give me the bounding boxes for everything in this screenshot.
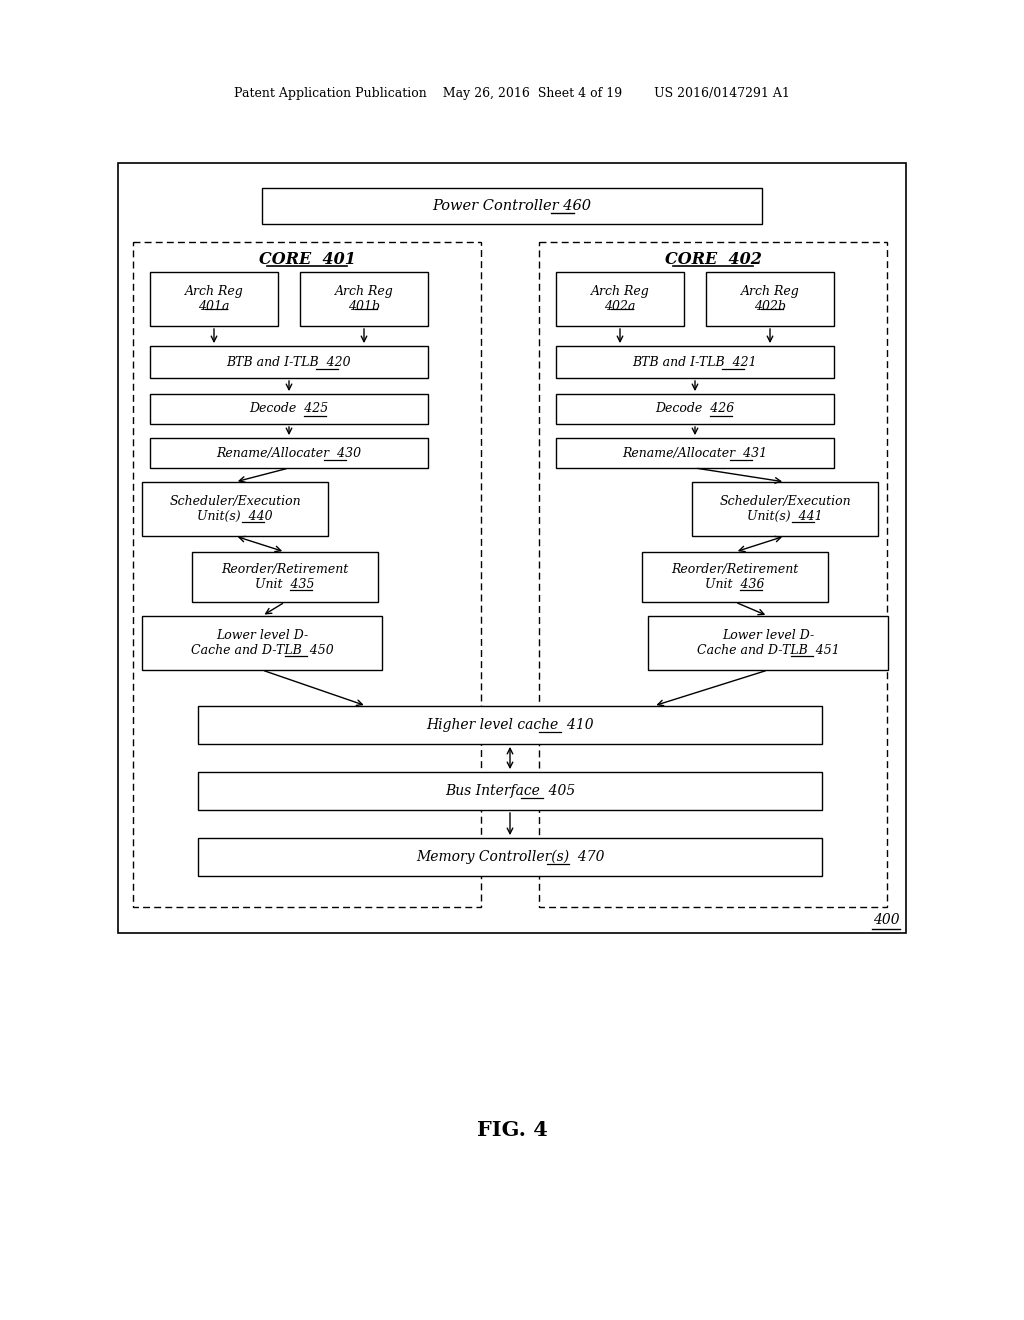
Bar — [198, 706, 822, 744]
Text: Arch Reg
402b: Arch Reg 402b — [740, 285, 800, 313]
Bar — [142, 616, 382, 671]
Text: Reorder/Retirement
Unit  435: Reorder/Retirement Unit 435 — [221, 564, 348, 591]
Text: Decode  426: Decode 426 — [655, 403, 734, 416]
Bar — [198, 838, 822, 876]
Text: CORE  402: CORE 402 — [665, 251, 762, 268]
Text: 400: 400 — [873, 913, 900, 927]
Text: Arch Reg
401a: Arch Reg 401a — [184, 285, 244, 313]
Bar — [648, 616, 888, 671]
Text: CORE  401: CORE 401 — [259, 251, 355, 268]
Bar — [150, 438, 428, 469]
Text: Lower level D-
Cache and D-TLB  451: Lower level D- Cache and D-TLB 451 — [696, 630, 840, 657]
Bar — [556, 346, 834, 378]
Bar — [193, 552, 378, 602]
Text: BTB and I-TLB  421: BTB and I-TLB 421 — [633, 355, 758, 368]
Text: BTB and I-TLB  420: BTB and I-TLB 420 — [226, 355, 351, 368]
Bar — [556, 393, 834, 424]
Bar — [300, 272, 428, 326]
Bar — [706, 272, 834, 326]
Text: Lower level D-
Cache and D-TLB  450: Lower level D- Cache and D-TLB 450 — [190, 630, 334, 657]
Text: Memory Controller(s)  470: Memory Controller(s) 470 — [416, 850, 604, 865]
Text: Scheduler/Execution
Unit(s)  441: Scheduler/Execution Unit(s) 441 — [719, 495, 851, 523]
Text: Bus Interface  405: Bus Interface 405 — [444, 784, 575, 799]
Bar — [556, 272, 684, 326]
Text: Scheduler/Execution
Unit(s)  440: Scheduler/Execution Unit(s) 440 — [169, 495, 301, 523]
Text: Rename/Allocater  431: Rename/Allocater 431 — [623, 446, 768, 459]
Text: Reorder/Retirement
Unit  436: Reorder/Retirement Unit 436 — [672, 564, 799, 591]
Bar — [118, 162, 906, 933]
Bar — [692, 482, 878, 536]
Bar — [539, 242, 887, 907]
Text: FIG. 4: FIG. 4 — [476, 1119, 548, 1140]
Bar — [150, 346, 428, 378]
Text: Rename/Allocater  430: Rename/Allocater 430 — [216, 446, 361, 459]
Text: Higher level cache  410: Higher level cache 410 — [426, 718, 594, 733]
Bar — [142, 482, 328, 536]
Text: Arch Reg
401b: Arch Reg 401b — [335, 285, 393, 313]
Bar — [150, 393, 428, 424]
Text: Patent Application Publication    May 26, 2016  Sheet 4 of 19        US 2016/014: Patent Application Publication May 26, 2… — [234, 87, 790, 99]
Bar — [262, 187, 762, 224]
Text: Decode  425: Decode 425 — [250, 403, 329, 416]
Bar — [556, 438, 834, 469]
Bar — [198, 772, 822, 810]
Text: Arch Reg
402a: Arch Reg 402a — [591, 285, 649, 313]
Text: Power Controller 460: Power Controller 460 — [432, 199, 592, 213]
Bar — [642, 552, 828, 602]
Bar — [150, 272, 278, 326]
Bar — [133, 242, 481, 907]
